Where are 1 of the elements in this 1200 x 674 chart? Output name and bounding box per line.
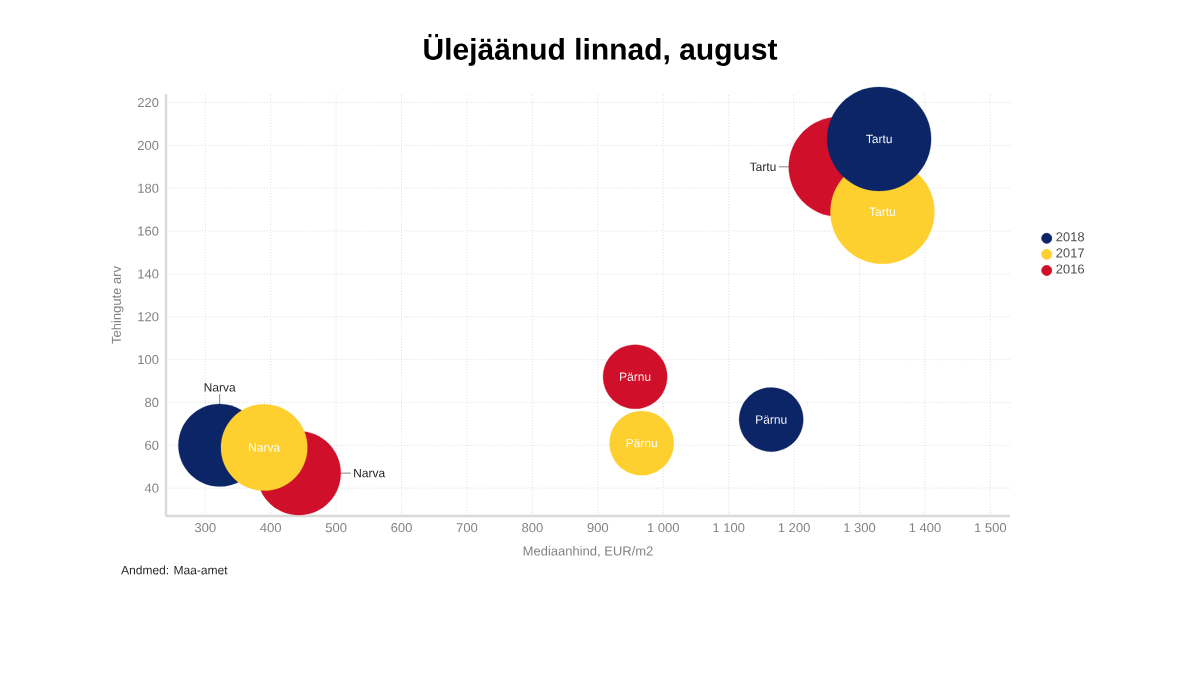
chart-title: Ülejäänud linnad, august: [424, 34, 778, 66]
